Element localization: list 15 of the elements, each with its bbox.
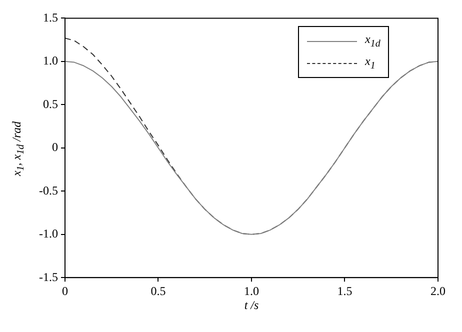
legend-label: x$_{1d}$ (365, 32, 380, 50)
x-tick-label: 0.5 (150, 284, 166, 298)
legend-label: x$_{1}$ (365, 54, 376, 72)
y-tick-label: 1.0 (42, 54, 58, 68)
x-tick-label: 0 (62, 284, 68, 298)
y-tick-label: -1.5 (38, 270, 58, 284)
y-tick-label: -0.5 (38, 183, 58, 198)
x-tick-label: 1.0 (244, 284, 259, 298)
y-tick-label: 0.5 (42, 96, 58, 111)
y-tick-label: -1.0 (38, 226, 58, 241)
x-tick-label: 1.5 (337, 284, 352, 298)
y-tick-label: 1.5 (42, 10, 58, 24)
y-tick-label: 0 (52, 140, 58, 154)
x-tick-label: 2.0 (430, 284, 446, 298)
x-axis-title: t /s (243, 298, 260, 313)
